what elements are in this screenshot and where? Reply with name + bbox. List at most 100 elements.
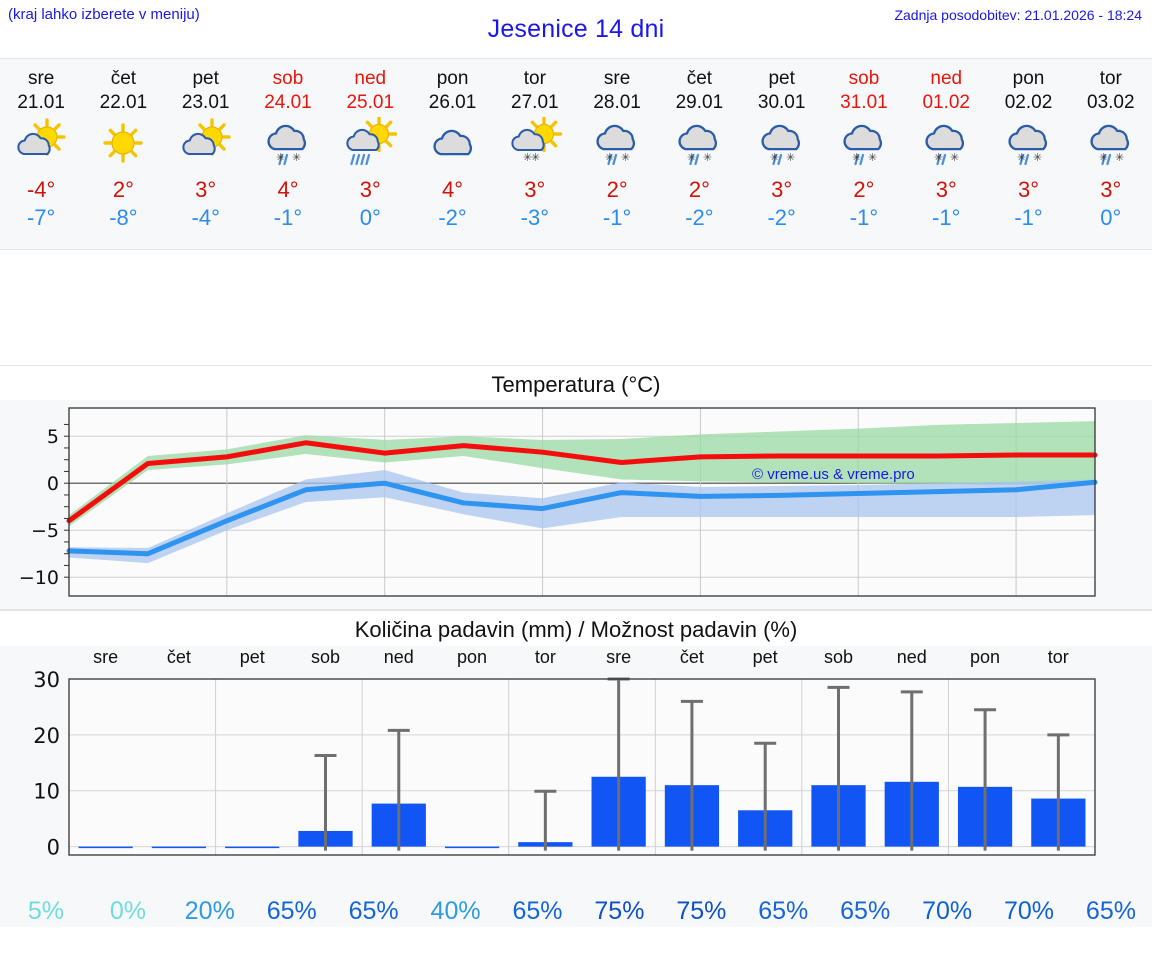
day-date: 28.01 xyxy=(593,92,641,113)
copyright-text: © vreme.us & vreme.pro xyxy=(752,466,915,483)
day-date: 01.02 xyxy=(922,92,970,113)
menu-hint-text: (kraj lahko izberete v meniju) xyxy=(8,6,200,23)
sun-behind-cloud-icon xyxy=(174,117,238,175)
day-date: 31.01 xyxy=(840,92,888,113)
svg-text:−5: −5 xyxy=(31,520,59,542)
temperature-min: 0° xyxy=(359,205,381,230)
forecast-day-13[interactable]: pon 02.02 ✳ ✳ 3° -1° xyxy=(987,59,1069,249)
precipitation-day-label: sob xyxy=(823,647,853,667)
temperature-chart-section: Temperatura (°C) 5 0 −5 −10 xyxy=(0,365,1152,610)
forecast-day-6[interactable]: pon 26.01 4° -2° xyxy=(411,59,493,249)
svg-text:✳: ✳ xyxy=(605,151,614,164)
svg-text:✳: ✳ xyxy=(1017,151,1026,164)
sun-cloud-snow-icon: ✳ ✳ xyxy=(503,117,567,175)
precipitation-chart-svg: 0 10 20 30 xyxy=(33,668,1096,860)
precipitation-probability: 5% xyxy=(27,897,65,925)
svg-text:✳: ✳ xyxy=(1033,151,1042,164)
precipitation-probability: 75% xyxy=(594,897,645,925)
precipitation-chart-title: Količina padavin (mm) / Možnost padavin … xyxy=(0,611,1152,646)
forecast-day-9[interactable]: čet 29.01 ✳ ✳ 2° -2° xyxy=(658,59,740,249)
day-date: 02.02 xyxy=(1004,92,1053,113)
precipitation-bar xyxy=(225,846,280,849)
precipitation-day-label: pon xyxy=(969,647,1001,667)
temperature-min: 0° xyxy=(1100,205,1122,230)
temperature-max: 3° xyxy=(359,177,381,202)
precipitation-day-label: tor xyxy=(1047,647,1069,667)
day-name: tor xyxy=(1099,68,1122,89)
day-date: 22.01 xyxy=(99,92,148,113)
day-name: sob xyxy=(848,68,880,89)
temperature-min: -2° xyxy=(438,205,467,230)
cloud-rain-snow-icon: ✳ ✳ xyxy=(1079,117,1143,175)
precipitation-probability: 65% xyxy=(758,897,809,925)
forecast-day-12[interactable]: ned 01.02 ✳ ✳ 3° -1° xyxy=(905,59,987,249)
cloud-icon xyxy=(421,117,485,175)
temperature-max: 4° xyxy=(277,177,299,202)
precipitation-probability-row: 5% 0% 20% 65% 65% 40% 65% 75% 75% 65% 65% 70% 70% 65% xyxy=(0,897,1152,937)
temperature-max: 3° xyxy=(195,177,217,202)
forecast-day-10[interactable]: pet 30.01 ✳ ✳ 3° -2° xyxy=(741,59,823,249)
temperature-max: 3° xyxy=(1100,177,1122,202)
precipitation-day-label: pon xyxy=(457,647,488,667)
forecast-day-1[interactable]: sre 21.01 -4° -7° xyxy=(0,59,82,249)
temperature-plot: 5 0 −5 −10 xyxy=(0,400,1152,605)
day-name: pon xyxy=(436,68,469,89)
sun-icon xyxy=(91,117,155,175)
svg-text:✳: ✳ xyxy=(786,151,795,164)
cloud-rain-snow-icon: ✳ ✳ xyxy=(256,117,320,175)
precipitation-day-label: ned xyxy=(896,647,927,667)
temperature-max: -4° xyxy=(26,177,56,202)
temperature-max: 2° xyxy=(112,177,134,202)
temperature-chart-title: Temperatura (°C) xyxy=(0,366,1152,400)
svg-text:10: 10 xyxy=(33,780,60,804)
precipitation-bar xyxy=(444,846,500,849)
svg-text:−10: −10 xyxy=(19,567,59,589)
precipitation-day-label: sob xyxy=(310,647,340,667)
day-date: 29.01 xyxy=(675,92,724,113)
svg-text:✳: ✳ xyxy=(1115,151,1124,164)
last-updated-text: Zadnja posodobitev: 21.01.2026 - 18:24 xyxy=(894,7,1142,23)
temperature-min: -8° xyxy=(109,205,138,230)
precipitation-probability: 70% xyxy=(1004,897,1055,925)
precipitation-day-label: čet xyxy=(166,647,191,667)
forecast-day-4[interactable]: sob 24.01 ✳ ✳ 4° -1° xyxy=(247,59,329,249)
temperature-min: -1° xyxy=(602,205,632,230)
temperature-max: 4° xyxy=(442,177,464,202)
svg-text:✳: ✳ xyxy=(1099,151,1108,164)
temperature-min: -4° xyxy=(191,205,220,230)
svg-text:✳: ✳ xyxy=(621,151,630,164)
temperature-min: -1° xyxy=(932,205,961,230)
svg-text:✳: ✳ xyxy=(868,151,877,164)
temperature-max: 3° xyxy=(935,177,957,202)
day-name: čet xyxy=(110,68,137,89)
forecast-day-5[interactable]: ned 25.01 3° 0° xyxy=(329,59,411,249)
precipitation-chart-section: Količina padavin (mm) / Možnost padavin … xyxy=(0,610,1152,927)
cloud-rain-snow-icon: ✳ ✳ xyxy=(585,117,649,175)
forecast-day-11[interactable]: sob 31.01 ✳ ✳ 2° -1° xyxy=(823,59,905,249)
svg-text:✳: ✳ xyxy=(934,151,943,164)
day-name: ned xyxy=(354,68,387,89)
temperature-min: -1° xyxy=(273,205,303,230)
day-name: sre xyxy=(27,68,55,89)
precipitation-probability: 40% xyxy=(430,897,481,925)
cloud-rain-snow-icon: ✳ ✳ xyxy=(667,117,731,175)
svg-text:✳: ✳ xyxy=(703,151,712,164)
forecast-day-3[interactable]: pet 23.01 3° -4° xyxy=(165,59,247,249)
forecast-day-2[interactable]: čet 22.01 2° -8° xyxy=(82,59,164,249)
forecast-day-14[interactable]: tor 03.02 ✳ ✳ 3° 0° xyxy=(1070,59,1152,249)
cloud-rain-snow-icon: ✳ ✳ xyxy=(997,117,1061,175)
svg-text:✳: ✳ xyxy=(852,151,861,164)
cloud-rain-snow-icon: ✳ ✳ xyxy=(832,117,896,175)
svg-text:0: 0 xyxy=(47,473,59,495)
temperature-max: 2° xyxy=(853,177,875,202)
temperature-min: -2° xyxy=(685,205,714,230)
forecast-day-7[interactable]: tor 27.01 ✳ ✳ 3° -3° xyxy=(494,59,576,249)
sun-cloud-rain-icon xyxy=(338,117,402,175)
forecast-day-8[interactable]: sre 28.01 ✳ ✳ 2° -1° xyxy=(576,59,658,249)
temperature-min: -3° xyxy=(520,205,549,230)
precipitation-probability: 75% xyxy=(676,897,727,925)
page-title: Jesenice 14 dni xyxy=(487,15,665,43)
svg-text:0: 0 xyxy=(47,836,60,860)
svg-text:5: 5 xyxy=(47,426,59,448)
temperature-max: 3° xyxy=(524,177,546,202)
